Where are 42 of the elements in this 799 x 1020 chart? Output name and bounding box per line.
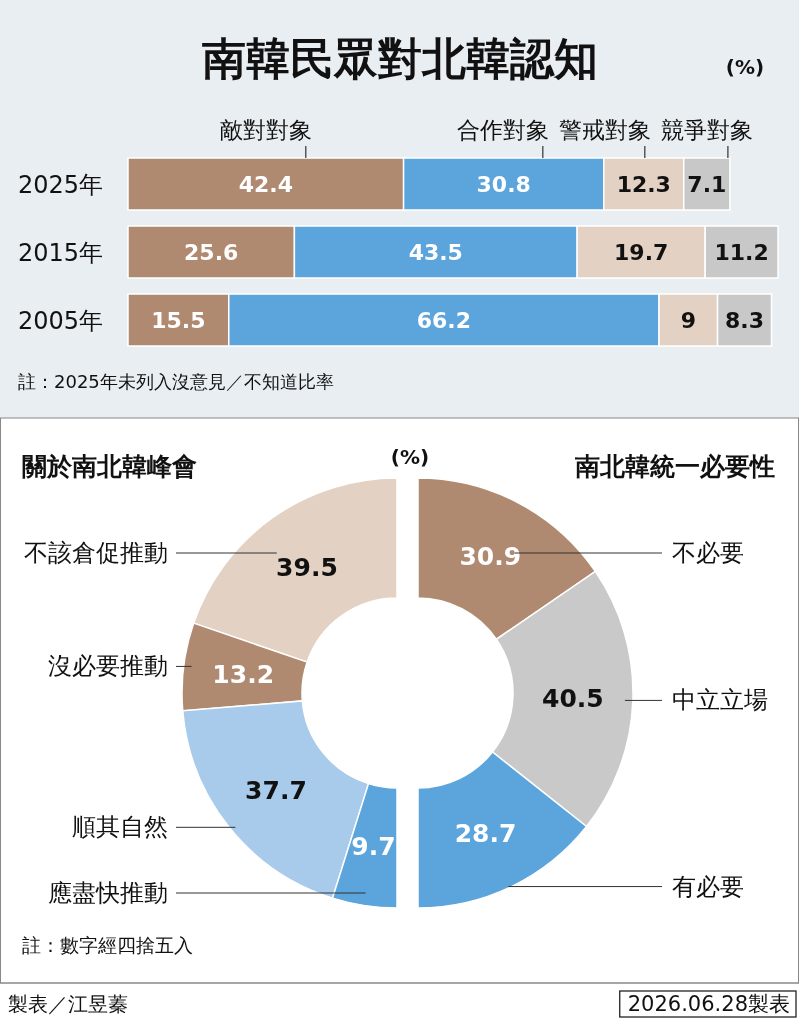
series-label: 合作對象 [456, 117, 549, 143]
chart-subtitle: (%) [390, 445, 430, 469]
data-label: 66.2 [416, 308, 472, 333]
data-label: 37.7 [245, 775, 307, 805]
data-label: 30.9 [459, 541, 522, 571]
slice-label: 不必要 [672, 539, 744, 567]
data-label: 9 [680, 308, 696, 333]
data-label: 13.2 [212, 659, 275, 689]
data-label: 8.3 [725, 308, 765, 333]
slice-label: 有必要 [672, 872, 744, 901]
text: 註：2025年未列入沒意見／不知道比率 [18, 371, 334, 392]
chart-title: 南北韓統一必要性 [574, 452, 775, 481]
data-label: 30.8 [476, 172, 531, 197]
series-label: 警戒對象 [558, 117, 651, 143]
data-label: 12.3 [616, 172, 671, 197]
y-tick-label: 2025年 [18, 171, 104, 199]
slice-label: 順其自然 [72, 813, 168, 842]
y-tick-label: 2015年 [18, 239, 104, 267]
data-label: 28.7 [454, 818, 517, 848]
data-label: 39.5 [276, 552, 338, 582]
data-label: 42.4 [238, 172, 293, 197]
text: 註：數字經四捨五入 [22, 934, 193, 956]
slice-label: 中立立場 [672, 686, 768, 715]
data-label: 40.5 [542, 684, 604, 714]
slice-label: 不該倉促推動 [24, 539, 168, 567]
data-label: 25.6 [184, 240, 239, 265]
data-label: 11.2 [714, 240, 769, 265]
slice-label: 應盡快推動 [48, 879, 168, 907]
text: 製表／江昱蓁 [8, 992, 128, 1016]
data-label: 9.7 [351, 832, 396, 862]
series-label: 競爭對象 [660, 117, 753, 143]
chart-title: 關於南北韓峰會 [22, 452, 197, 481]
chart-title: 南韓民眾對北韓認知 [202, 33, 598, 84]
data-label: 19.7 [614, 240, 669, 265]
series-label: 敵對對象 [219, 117, 312, 143]
text: 2026.06.28製表 [627, 992, 790, 1016]
y-tick-label: 2005年 [18, 307, 104, 335]
data-label: 7.1 [687, 172, 727, 197]
chart-subtitle: (%) [725, 55, 765, 79]
data-label: 15.5 [151, 308, 206, 333]
slice-label: 沒必要推動 [48, 652, 168, 681]
data-label: 43.5 [408, 240, 463, 265]
